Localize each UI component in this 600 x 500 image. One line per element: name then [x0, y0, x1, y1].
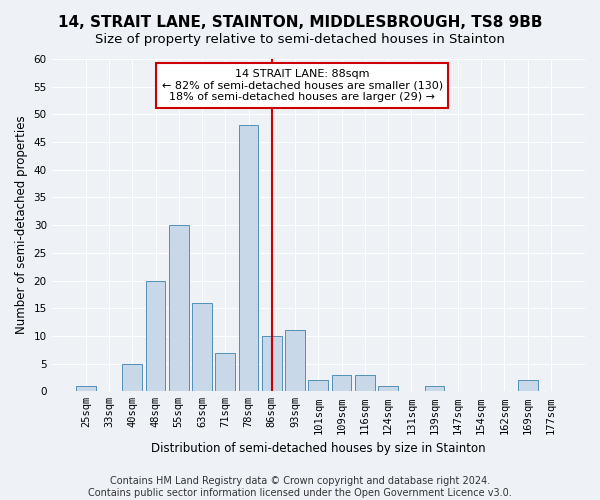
- Text: 14, STRAIT LANE, STAINTON, MIDDLESBROUGH, TS8 9BB: 14, STRAIT LANE, STAINTON, MIDDLESBROUGH…: [58, 15, 542, 30]
- X-axis label: Distribution of semi-detached houses by size in Stainton: Distribution of semi-detached houses by …: [151, 442, 485, 455]
- Bar: [355, 374, 375, 392]
- Bar: [308, 380, 328, 392]
- Bar: [76, 386, 95, 392]
- Bar: [146, 280, 166, 392]
- Bar: [518, 380, 538, 392]
- Bar: [239, 126, 259, 392]
- Bar: [285, 330, 305, 392]
- Bar: [425, 386, 445, 392]
- Bar: [332, 374, 352, 392]
- Bar: [262, 336, 282, 392]
- Bar: [169, 225, 188, 392]
- Text: Contains HM Land Registry data © Crown copyright and database right 2024.
Contai: Contains HM Land Registry data © Crown c…: [88, 476, 512, 498]
- Bar: [192, 302, 212, 392]
- Bar: [122, 364, 142, 392]
- Bar: [215, 352, 235, 392]
- Text: Size of property relative to semi-detached houses in Stainton: Size of property relative to semi-detach…: [95, 32, 505, 46]
- Bar: [378, 386, 398, 392]
- Text: 14 STRAIT LANE: 88sqm
← 82% of semi-detached houses are smaller (130)
18% of sem: 14 STRAIT LANE: 88sqm ← 82% of semi-deta…: [162, 69, 443, 102]
- Y-axis label: Number of semi-detached properties: Number of semi-detached properties: [15, 116, 28, 334]
